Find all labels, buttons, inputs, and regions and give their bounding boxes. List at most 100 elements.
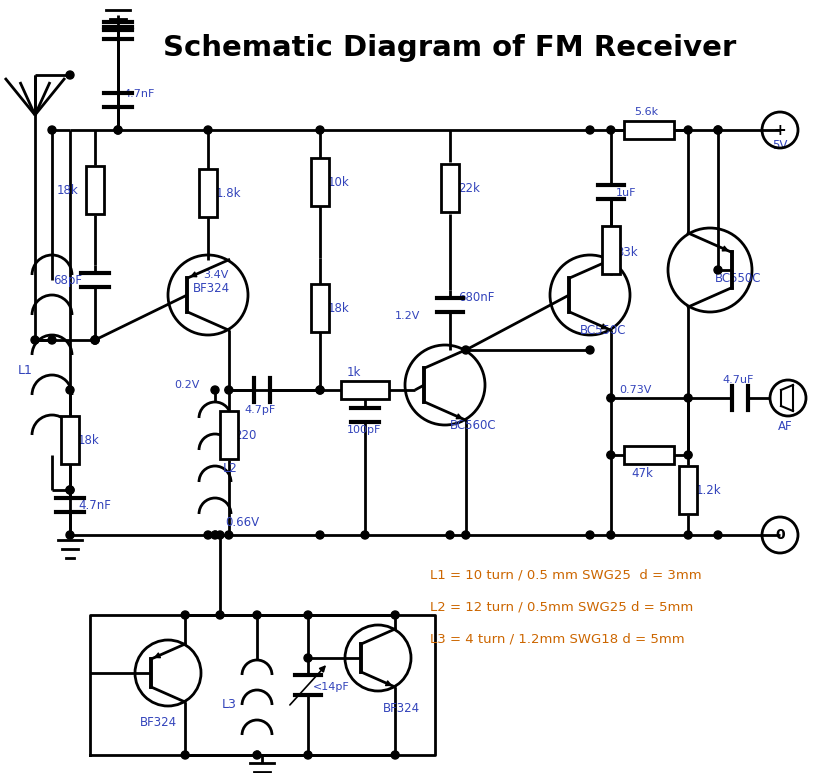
- Circle shape: [210, 531, 219, 539]
- Text: 0.73V: 0.73V: [618, 385, 650, 395]
- Circle shape: [215, 611, 224, 619]
- Text: 68pF: 68pF: [53, 274, 82, 287]
- Circle shape: [360, 531, 369, 539]
- Circle shape: [114, 126, 122, 134]
- Circle shape: [315, 531, 324, 539]
- Circle shape: [461, 346, 469, 354]
- Bar: [341, 381, 388, 399]
- Circle shape: [586, 531, 593, 539]
- Text: BF324: BF324: [382, 702, 419, 714]
- Circle shape: [461, 531, 469, 539]
- Text: 1.2V: 1.2V: [395, 311, 420, 321]
- Circle shape: [606, 531, 614, 539]
- Text: 220: 220: [233, 428, 256, 441]
- Text: 0: 0: [774, 528, 784, 542]
- Circle shape: [48, 336, 56, 344]
- Circle shape: [713, 126, 721, 134]
- Circle shape: [446, 531, 454, 539]
- Text: L1: L1: [18, 363, 33, 376]
- Circle shape: [210, 386, 219, 394]
- Text: BF324: BF324: [140, 717, 177, 730]
- Circle shape: [224, 386, 233, 394]
- Circle shape: [304, 654, 311, 662]
- Text: BC560C: BC560C: [450, 418, 496, 431]
- Text: 100pF: 100pF: [346, 425, 381, 435]
- Text: 0.66V: 0.66V: [224, 516, 259, 530]
- Bar: [601, 226, 619, 274]
- Text: L3 = 4 turn / 1.2mm SWG18 d = 5mm: L3 = 4 turn / 1.2mm SWG18 d = 5mm: [429, 632, 684, 645]
- Circle shape: [66, 486, 74, 494]
- Circle shape: [713, 266, 721, 274]
- Circle shape: [66, 386, 74, 394]
- Circle shape: [204, 531, 212, 539]
- Bar: [61, 416, 79, 464]
- Circle shape: [304, 751, 311, 759]
- Circle shape: [66, 486, 74, 494]
- Circle shape: [391, 611, 399, 619]
- Circle shape: [91, 336, 99, 344]
- Text: 1k: 1k: [346, 366, 361, 379]
- Text: L2 = 12 turn / 0.5mm SWG25 d = 5mm: L2 = 12 turn / 0.5mm SWG25 d = 5mm: [429, 601, 692, 614]
- Circle shape: [66, 531, 74, 539]
- Text: Schematic Diagram of FM Receiver: Schematic Diagram of FM Receiver: [163, 34, 735, 62]
- Bar: [310, 284, 328, 332]
- Text: AF: AF: [776, 420, 791, 433]
- Circle shape: [253, 751, 260, 759]
- Text: 18k: 18k: [78, 434, 100, 447]
- Text: 5.6k: 5.6k: [633, 107, 658, 117]
- Text: 5V: 5V: [771, 138, 787, 152]
- Bar: [623, 446, 673, 464]
- Text: 4.7nF: 4.7nF: [78, 499, 111, 512]
- Text: +: +: [772, 122, 785, 138]
- Text: 18k: 18k: [328, 301, 350, 315]
- Circle shape: [586, 346, 593, 354]
- Text: BF324: BF324: [192, 281, 230, 295]
- Circle shape: [713, 531, 721, 539]
- Bar: [219, 411, 238, 459]
- Circle shape: [253, 611, 260, 619]
- Bar: [199, 169, 217, 217]
- Circle shape: [315, 386, 324, 394]
- Circle shape: [91, 336, 99, 344]
- Circle shape: [606, 126, 614, 134]
- Circle shape: [204, 126, 212, 134]
- Circle shape: [48, 126, 56, 134]
- Circle shape: [683, 126, 691, 134]
- Bar: [310, 158, 328, 206]
- Text: 22k: 22k: [458, 182, 479, 195]
- Text: 4.7nF: 4.7nF: [123, 89, 154, 99]
- Bar: [441, 164, 459, 212]
- Circle shape: [91, 336, 99, 344]
- Text: L2: L2: [223, 461, 238, 475]
- Bar: [623, 121, 673, 139]
- Text: BC550C: BC550C: [579, 323, 626, 336]
- Text: 680nF: 680nF: [458, 291, 494, 304]
- Circle shape: [606, 394, 614, 402]
- Text: 0.2V: 0.2V: [174, 380, 199, 390]
- Circle shape: [224, 531, 233, 539]
- Circle shape: [315, 126, 324, 134]
- Text: 18k: 18k: [57, 183, 79, 196]
- Circle shape: [606, 451, 614, 459]
- Text: 3.4V: 3.4V: [203, 270, 229, 280]
- Circle shape: [683, 451, 691, 459]
- Text: 4.7uF: 4.7uF: [721, 375, 753, 385]
- Text: 47k: 47k: [631, 466, 652, 479]
- Text: 1.8k: 1.8k: [215, 186, 242, 199]
- Text: L1 = 10 turn / 0.5 mm SWG25  d = 3mm: L1 = 10 turn / 0.5 mm SWG25 d = 3mm: [429, 568, 701, 581]
- Text: <14pF: <14pF: [313, 682, 350, 692]
- Text: 1uF: 1uF: [615, 188, 636, 198]
- Circle shape: [181, 611, 189, 619]
- Circle shape: [181, 751, 189, 759]
- Text: 33k: 33k: [615, 246, 636, 258]
- Text: BC550C: BC550C: [714, 271, 761, 284]
- Circle shape: [713, 126, 721, 134]
- Circle shape: [114, 126, 122, 134]
- Circle shape: [683, 394, 691, 402]
- Circle shape: [304, 611, 311, 619]
- Text: 1.2k: 1.2k: [695, 483, 721, 496]
- Bar: [678, 466, 696, 514]
- Text: 4.7pF: 4.7pF: [244, 405, 275, 415]
- Bar: [86, 166, 104, 214]
- Circle shape: [315, 386, 324, 394]
